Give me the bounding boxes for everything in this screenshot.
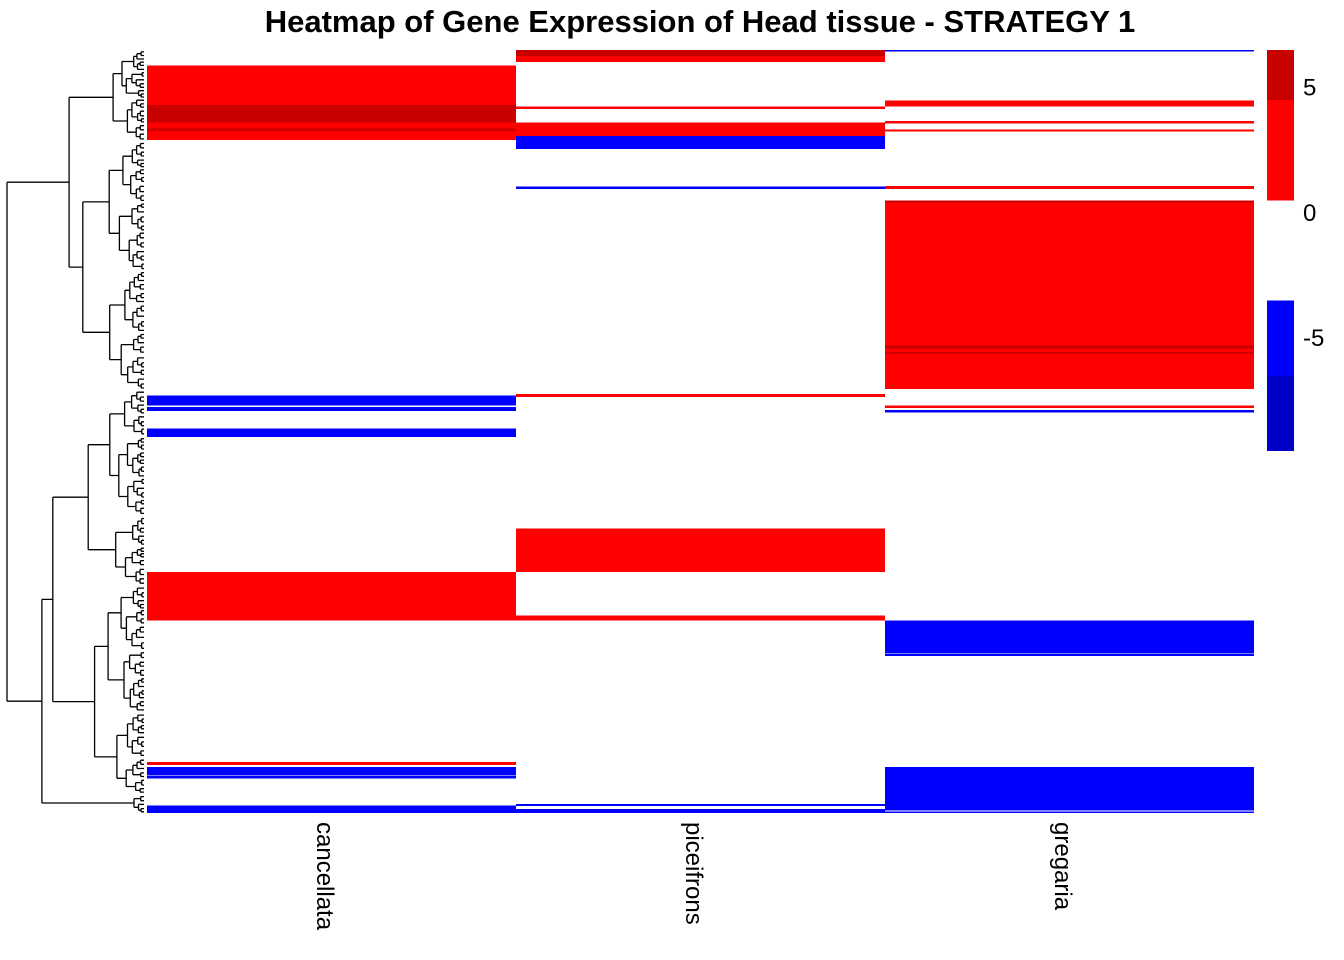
heatmap-block-7 bbox=[147, 428, 516, 437]
heatmap-block-29 bbox=[885, 200, 1254, 203]
heatmap-block-37 bbox=[885, 767, 1254, 811]
heatmap-block-27 bbox=[885, 129, 1254, 132]
heatmap-block-14 bbox=[516, 56, 885, 63]
heatmap-block-10 bbox=[147, 767, 516, 775]
legend-tick-label: 0 bbox=[1303, 200, 1316, 227]
heatmap-block-15 bbox=[516, 106, 885, 109]
heatmap-block-23 bbox=[516, 809, 885, 813]
legend-tick-label: -5 bbox=[1303, 325, 1324, 352]
heatmap-block-11 bbox=[147, 775, 516, 779]
heatmap-block-3 bbox=[147, 124, 516, 141]
legend-swatch-4 bbox=[1267, 300, 1294, 376]
heatmap-block-26 bbox=[885, 120, 1254, 124]
heatmap-block-6 bbox=[147, 407, 516, 411]
heatmap-block-34 bbox=[885, 410, 1254, 413]
heatmap-block-24 bbox=[885, 50, 1254, 52]
heatmap-block-13 bbox=[516, 50, 885, 57]
heatmap-block-8 bbox=[147, 571, 516, 621]
dendrogram-branches bbox=[6, 51, 144, 813]
heatmap-cells bbox=[147, 50, 1254, 813]
heatmap-block-12 bbox=[147, 805, 516, 813]
heatmap-block-2 bbox=[147, 104, 516, 123]
heatmap-block-30 bbox=[885, 202, 1254, 389]
color-legend: 5 0 -5 bbox=[1267, 50, 1324, 451]
column-labels: cancellata piceifrons gregaria bbox=[311, 822, 1076, 931]
row-dendrogram bbox=[6, 51, 144, 813]
heatmap-block-20 bbox=[516, 528, 885, 572]
heatmap-block-16 bbox=[516, 122, 885, 137]
heatmap-block-36 bbox=[885, 653, 1254, 656]
legend-swatch-5 bbox=[1267, 375, 1294, 451]
heatmap-block-33 bbox=[885, 405, 1254, 408]
legend-swatch-2 bbox=[1267, 100, 1294, 201]
heatmap-block-25 bbox=[885, 100, 1254, 107]
column-label-piceifrons: piceifrons bbox=[680, 822, 707, 925]
heatmap-block-4 bbox=[147, 128, 516, 131]
heatmap-block-19 bbox=[516, 394, 885, 398]
heatmap-block-5 bbox=[147, 395, 516, 406]
heatmap-block-22 bbox=[516, 803, 885, 807]
heatmap-block-21 bbox=[516, 615, 885, 621]
heatmap-block-28 bbox=[885, 185, 1254, 189]
heatmap-block-9 bbox=[147, 761, 516, 765]
heatmap-block-32 bbox=[885, 352, 1254, 354]
heatmap-block-17 bbox=[516, 136, 885, 150]
column-label-gregaria: gregaria bbox=[1049, 822, 1076, 911]
heatmap-block-35 bbox=[885, 620, 1254, 653]
column-label-cancellata: cancellata bbox=[311, 822, 338, 931]
legend-tick-label: 5 bbox=[1303, 75, 1316, 102]
heatmap-block-18 bbox=[516, 186, 885, 189]
legend-swatch-1 bbox=[1267, 50, 1294, 101]
chart-title: Heatmap of Gene Expression of Head tissu… bbox=[265, 4, 1136, 39]
heatmap-block-31 bbox=[885, 345, 1254, 349]
heatmap-block-38 bbox=[885, 811, 1254, 813]
